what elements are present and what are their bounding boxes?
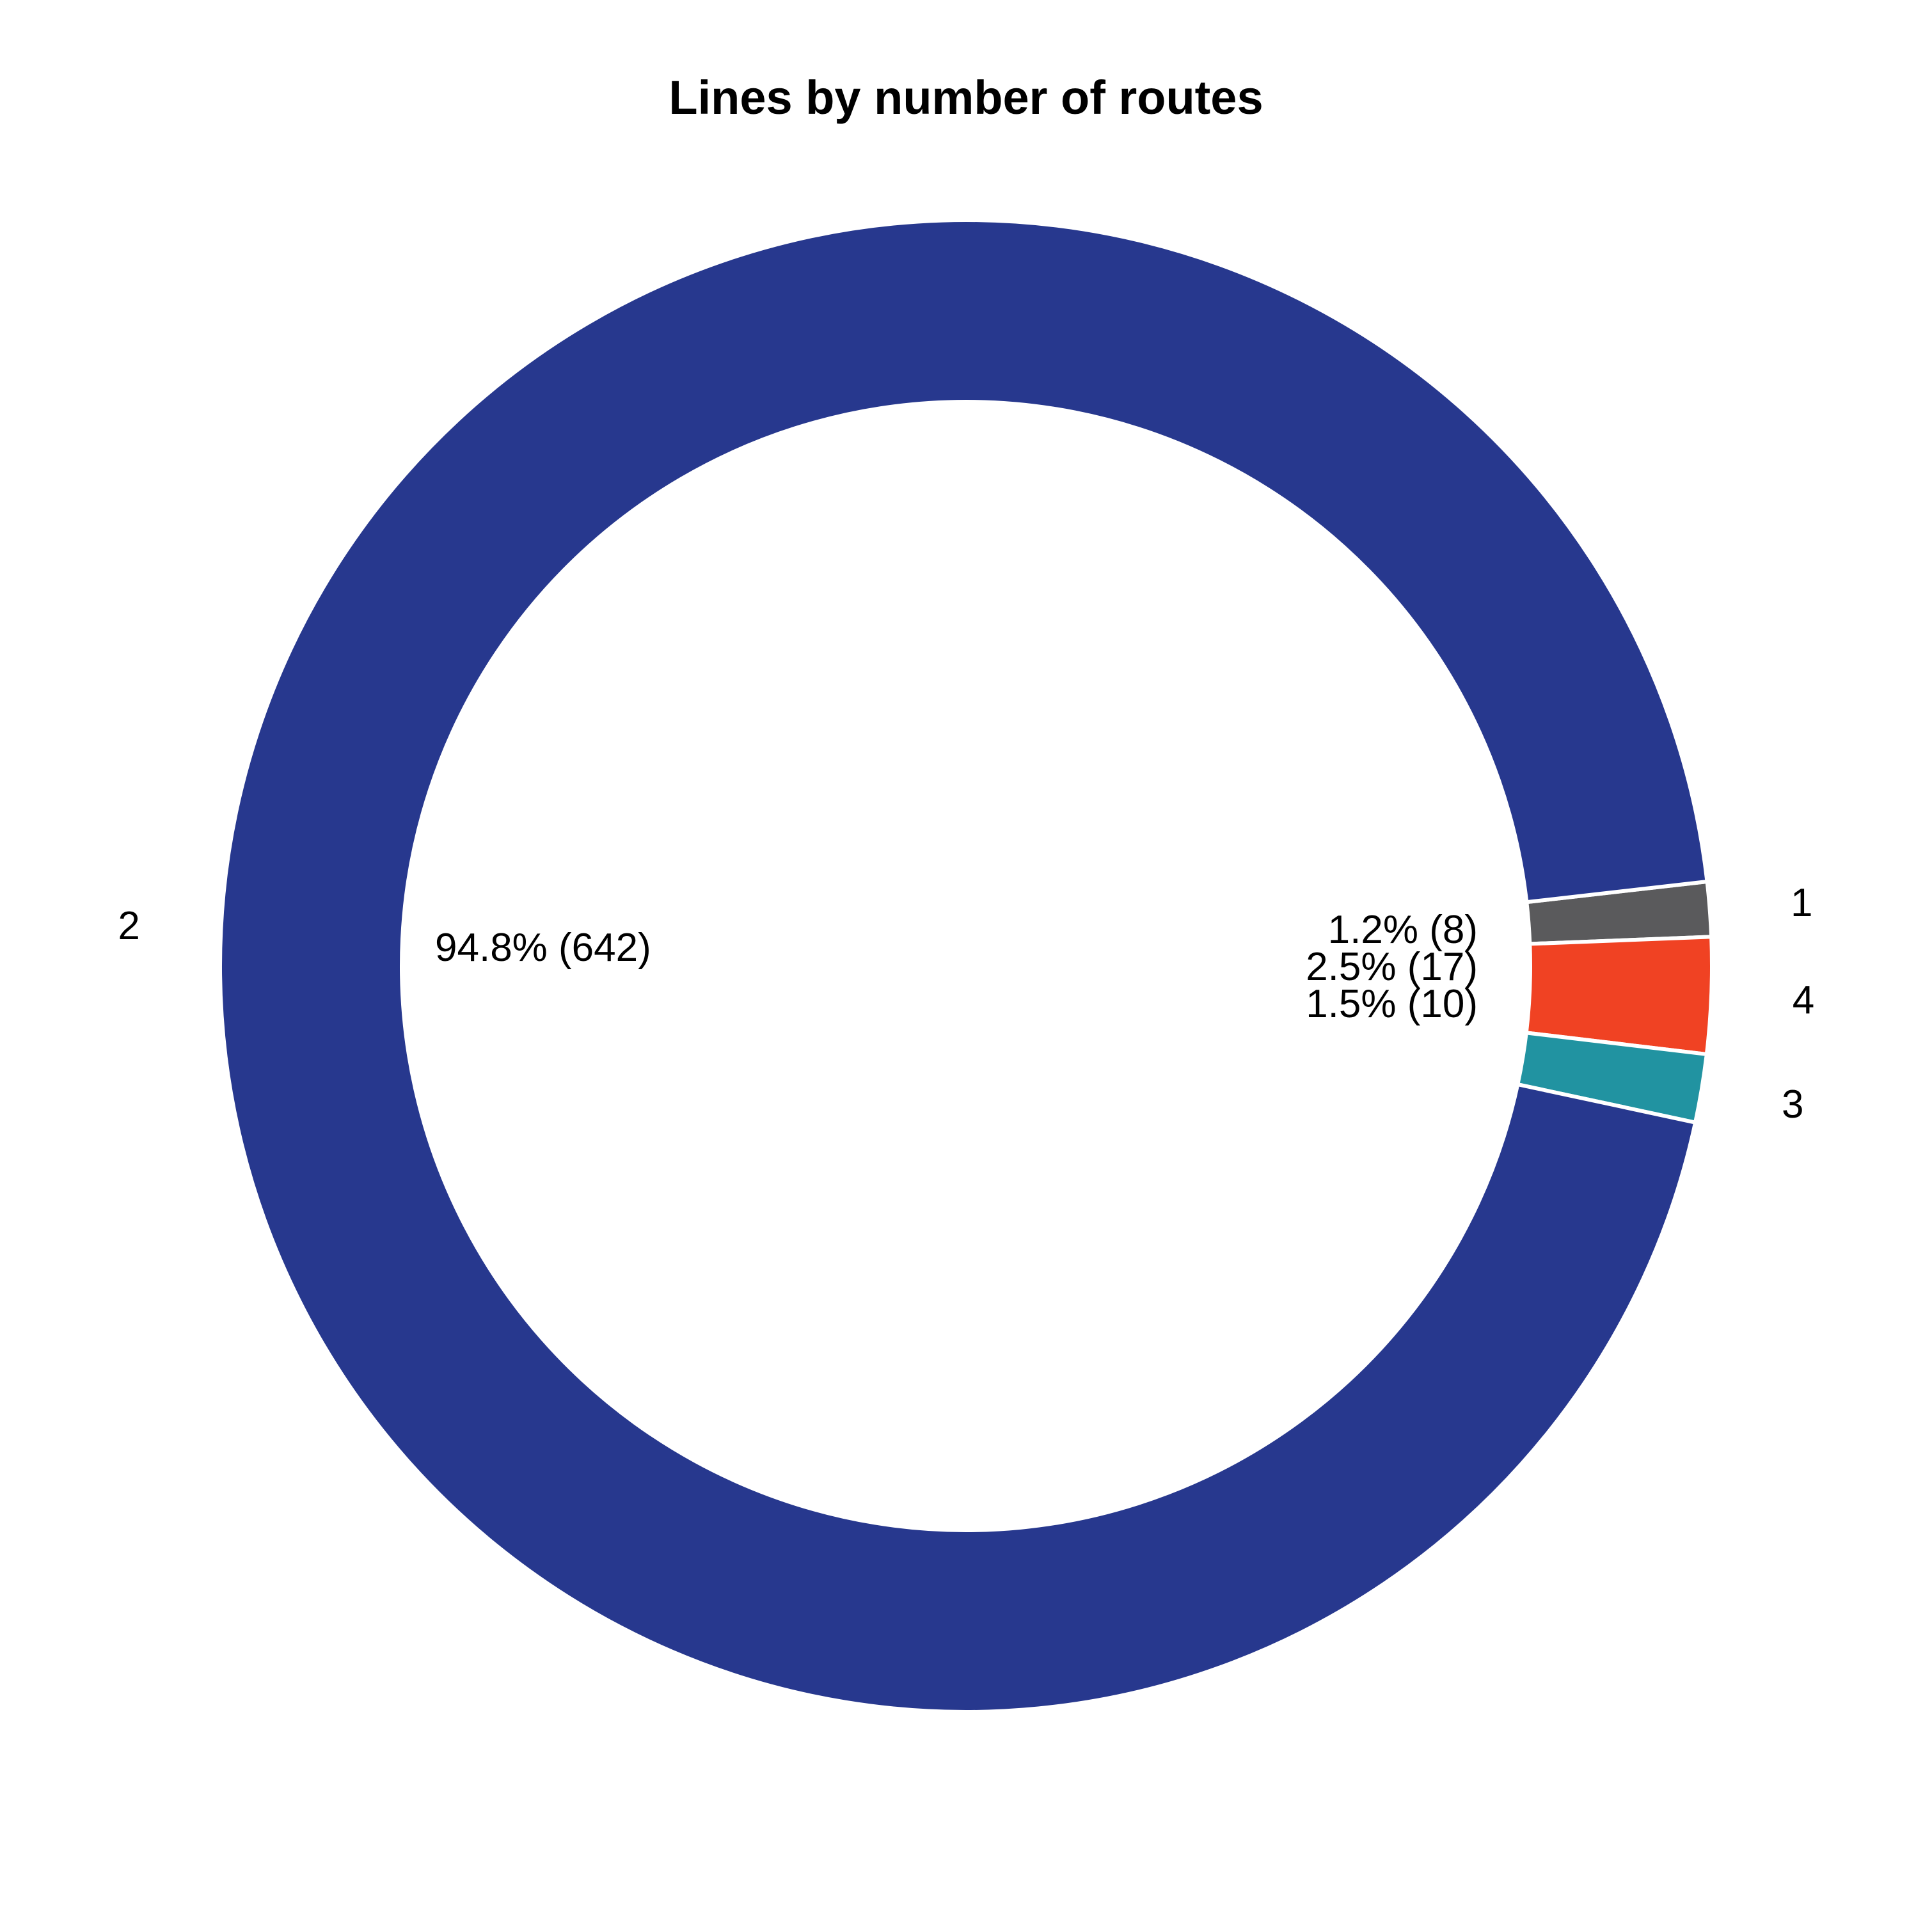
percent-label-2: 94.8% (642)	[435, 926, 651, 970]
category-label-2: 2	[118, 904, 139, 948]
percent-label-1: 1.2% (8)	[1328, 908, 1478, 952]
percent-label-3: 1.5% (10)	[1306, 982, 1478, 1026]
category-label-3: 3	[1782, 1082, 1803, 1127]
chart-title: Lines by number of routes	[669, 71, 1263, 124]
slice-labels: 1 1.2% (8) 4 2.5% (17) 3 1.5% (10) 2 94.8% (642…	[118, 881, 1814, 1127]
category-label-1: 1	[1791, 881, 1812, 925]
category-label-4: 4	[1793, 978, 1814, 1022]
donut-slice-2	[218, 218, 1709, 1714]
percent-label-4: 2.5% (17)	[1306, 945, 1478, 989]
donut-slices	[218, 218, 1714, 1714]
